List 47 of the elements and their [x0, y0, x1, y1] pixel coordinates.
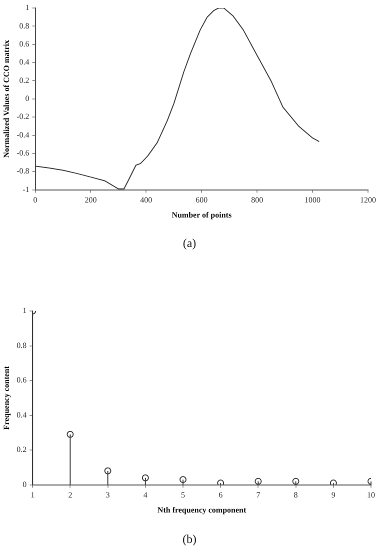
- point: [104, 467, 112, 474]
- x-tick-label: 5: [181, 490, 185, 500]
- y-tick-label: -0.6: [16, 148, 30, 158]
- y-tick-label: 0.6: [16, 376, 27, 385]
- x-tick-label: 400: [140, 196, 152, 205]
- x-tick-label: 7: [256, 490, 260, 500]
- y-tick-label: 0: [22, 480, 27, 489]
- y-tick-label: 0.2: [19, 76, 30, 85]
- text: (a): [182, 236, 198, 251]
- x-axis-title: Nth frequency component: [157, 505, 246, 514]
- x-tick-label: 1000: [304, 196, 321, 205]
- y-tick-label: -0.8: [16, 166, 30, 176]
- y-tick-label: 0.8: [19, 21, 30, 30]
- y-tick-label: 0.2: [16, 445, 27, 454]
- x-tick-label: 2: [68, 490, 72, 500]
- point: [142, 474, 149, 482]
- y-axis-title: Normalized Values of CCO matrix: [2, 40, 11, 158]
- y-tick-label: -1: [22, 184, 30, 194]
- x-tick-label: 6: [218, 490, 223, 500]
- y-axis-title: Frequency content: [2, 366, 11, 430]
- x-tick-label: 4: [143, 490, 148, 500]
- x-tick-label: 0: [33, 196, 38, 205]
- x-tick-label: 1200: [360, 196, 376, 205]
- y-tick-label: 0.8: [16, 340, 27, 350]
- point: [66, 430, 74, 438]
- y-tick-label: 1: [25, 3, 30, 12]
- x-tick-label: 9: [331, 490, 336, 500]
- x-axis-title: Number of points: [172, 210, 232, 220]
- text: (b): [182, 532, 198, 547]
- y-tick-label: 0.4: [19, 58, 30, 67]
- point: [180, 476, 186, 484]
- y-tick-label: -0.4: [16, 130, 30, 140]
- point: [254, 478, 262, 485]
- y-tick-label: 0.6: [19, 39, 30, 48]
- x-tick-label: 10: [367, 490, 375, 500]
- x-tick-label: 8: [294, 490, 298, 500]
- y-tick-label: 0: [25, 94, 30, 103]
- point: [292, 478, 300, 485]
- y-tick-label: 0.4: [16, 410, 27, 420]
- y-tick-label: 1: [22, 306, 27, 316]
- x-tick-label: 3: [106, 490, 110, 500]
- x-tick-label: 600: [196, 196, 208, 205]
- point: [330, 480, 337, 485]
- y-tick-label: -0.2: [16, 112, 30, 122]
- point: [217, 480, 224, 485]
- x-tick-label: 800: [251, 196, 264, 205]
- x-tick-label: 200: [84, 196, 97, 205]
